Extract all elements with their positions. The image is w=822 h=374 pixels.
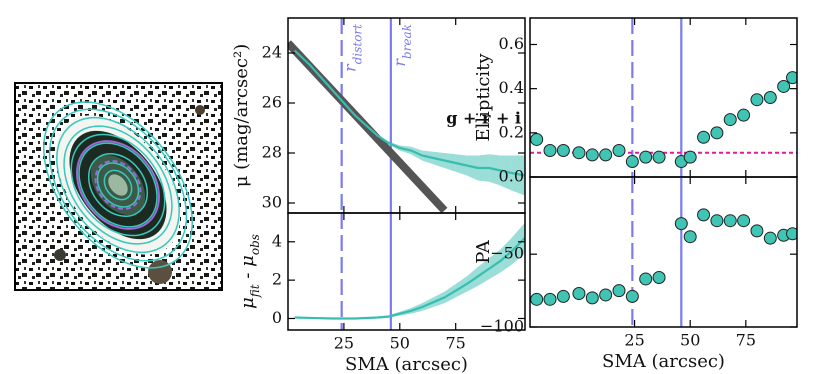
data-point xyxy=(710,214,724,228)
y-axis-label: PA xyxy=(473,239,494,263)
data-point xyxy=(585,148,599,162)
reference-label: rbreak xyxy=(389,24,413,67)
error-band xyxy=(500,155,512,191)
reference-label: rdistort xyxy=(340,24,364,72)
annotation: g + r + i xyxy=(446,109,521,128)
x-axis-label: SMA (arcsec) xyxy=(602,351,725,372)
data-point xyxy=(625,155,639,169)
y-tick-label: 0.2 xyxy=(499,122,524,141)
y-tick-label: 2 xyxy=(272,270,282,289)
data-point xyxy=(683,150,697,164)
data-point xyxy=(572,287,586,301)
x-tick-label: 50 xyxy=(390,334,410,353)
data-point xyxy=(652,150,666,164)
data-point xyxy=(572,146,586,160)
plot-area xyxy=(530,177,797,327)
label-sub: break xyxy=(399,24,413,59)
label-sub: fit xyxy=(248,284,262,298)
axes-frame xyxy=(287,212,526,331)
data-point xyxy=(750,93,764,107)
y-tick-label: −100 xyxy=(480,317,524,336)
data-point xyxy=(530,292,544,306)
label-part: μ xyxy=(237,297,258,309)
data-point xyxy=(723,214,737,228)
data-point xyxy=(639,272,653,286)
data-point xyxy=(530,132,544,146)
y-tick-label: 0.4 xyxy=(499,78,524,97)
label-sub: obs xyxy=(248,234,262,255)
data-point xyxy=(750,224,764,238)
data-point xyxy=(763,231,777,245)
data-point xyxy=(625,289,639,303)
y-tick-label: 28 xyxy=(262,143,282,162)
data-point xyxy=(599,288,613,302)
data-point xyxy=(777,79,791,93)
plot-area xyxy=(288,18,525,213)
data-point xyxy=(697,208,711,222)
data-point xyxy=(737,108,751,122)
label-part: - μ xyxy=(237,255,258,284)
y-axis-label: μ (mag/arcsec²) xyxy=(231,44,252,187)
x-axis-label: SMA (arcsec) xyxy=(345,354,468,374)
data-point xyxy=(612,144,626,157)
y-tick-label: −50 xyxy=(490,244,524,263)
galaxy-image xyxy=(14,82,223,291)
y-tick-label: 24 xyxy=(262,43,282,62)
data-point xyxy=(710,126,724,140)
y-tick-label: 0 xyxy=(272,308,282,327)
axes-frame xyxy=(529,176,798,328)
label-main: r xyxy=(340,63,359,72)
data-point xyxy=(652,270,666,284)
y-tick-label: 26 xyxy=(262,93,282,112)
data-point xyxy=(543,292,557,306)
data-point xyxy=(556,144,570,157)
data-point xyxy=(556,289,570,303)
label-sub: distort xyxy=(350,24,364,64)
data-point xyxy=(585,291,599,305)
data-point xyxy=(543,144,557,157)
data-point xyxy=(683,230,697,244)
plot-area xyxy=(294,213,525,330)
error-band xyxy=(466,155,479,181)
data-line xyxy=(293,49,525,177)
plot-area xyxy=(530,18,797,177)
data-point xyxy=(599,148,613,162)
x-tick-label: 25 xyxy=(334,334,354,353)
data-point xyxy=(763,91,777,104)
x-tick-label: 25 xyxy=(624,331,644,350)
data-point xyxy=(723,113,737,127)
data-point xyxy=(786,227,797,241)
error-band xyxy=(511,155,525,196)
y-tick-label: 0.6 xyxy=(499,34,524,53)
y-tick-label: 4 xyxy=(272,231,282,250)
data-point xyxy=(737,214,751,228)
x-tick-label: 50 xyxy=(680,331,700,350)
data-point xyxy=(612,284,626,298)
x-tick-label: 75 xyxy=(736,331,756,350)
data-line xyxy=(294,237,525,320)
x-tick-label: 75 xyxy=(446,334,466,353)
data-point xyxy=(697,130,711,144)
data-point xyxy=(786,71,797,85)
y-axis-label: Ellipticity xyxy=(473,53,494,142)
y-axis-label: μfit - μobs xyxy=(237,234,262,309)
label-main: r xyxy=(389,58,408,67)
data-point xyxy=(674,217,688,231)
y-tick-label: 30 xyxy=(262,193,282,212)
y-tick-label: 0.0 xyxy=(499,167,524,186)
data-point xyxy=(639,150,653,164)
